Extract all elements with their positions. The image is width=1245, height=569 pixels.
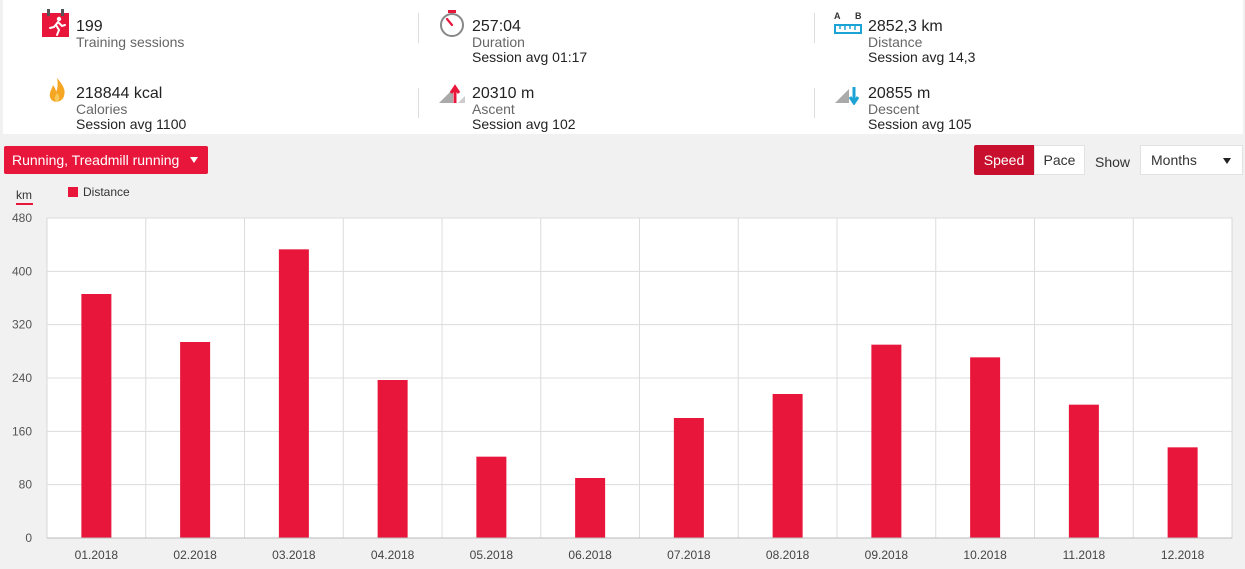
stat-value: 20855 m: [868, 85, 931, 102]
x-tick-label: 10.2018: [963, 548, 1007, 562]
bar-08.2018: [772, 394, 803, 538]
y-tick-label: 160: [12, 424, 32, 438]
descent-icon: [835, 87, 860, 105]
stat-value: 257:04: [472, 18, 521, 35]
bar-10.2018: [970, 357, 1001, 538]
stat-label: Training sessions: [76, 34, 185, 50]
pace-toggle[interactable]: Pace: [1034, 145, 1085, 175]
unit-underline: [16, 203, 33, 205]
caret-down-icon: [190, 157, 198, 163]
stats-panel: 199 Training sessions 257:04 Duration Se…: [3, 0, 1243, 134]
divider: [418, 88, 419, 118]
stat-value: 199: [76, 18, 103, 35]
stat-value: 20310 m: [472, 85, 535, 102]
y-tick-label: 320: [12, 318, 32, 332]
x-tick-label: 09.2018: [865, 548, 909, 562]
training-calendar-icon: [42, 9, 69, 37]
divider: [814, 88, 815, 118]
stat-avg: Session avg 14,3: [868, 49, 976, 65]
x-tick-label: 08.2018: [766, 548, 810, 562]
flame-icon: [49, 78, 65, 102]
bar-11.2018: [1068, 404, 1099, 538]
ruler-label-b: B: [855, 11, 862, 21]
distance-bar-chart: 0 80 160 240 320 400 480 01.2018 02.2018 03.2018 0…: [12, 211, 1233, 562]
stat-label: Ascent: [472, 101, 515, 117]
stat-label: Calories: [76, 101, 128, 117]
bar-04.2018: [377, 380, 408, 538]
stat-label: Distance: [868, 34, 923, 50]
sport-filter-label: Running, Treadmill running: [12, 152, 180, 168]
x-tick-label: 07.2018: [667, 548, 711, 562]
divider: [418, 13, 419, 43]
bar-03.2018: [278, 249, 309, 539]
y-tick-label: 80: [19, 478, 33, 492]
bar-05.2018: [476, 456, 507, 538]
legend-swatch: [68, 187, 78, 197]
bar-02.2018: [180, 342, 211, 538]
legend-label: Distance: [83, 185, 130, 199]
period-select-value: Months: [1151, 152, 1197, 168]
x-tick-label: 05.2018: [470, 548, 514, 562]
y-axis-unit: km: [16, 188, 32, 202]
distance-ruler-icon: A B: [834, 11, 862, 34]
bar-07.2018: [673, 418, 704, 538]
stat-avg: Session avg 102: [472, 116, 576, 132]
stopwatch-icon: [440, 10, 464, 37]
ruler-label-a: A: [834, 11, 841, 21]
y-tick-label: 480: [12, 211, 32, 225]
x-tick-label: 01.2018: [75, 548, 119, 562]
y-tick-label: 240: [12, 371, 32, 385]
y-tick-label: 400: [12, 264, 32, 278]
x-tick-label: 02.2018: [173, 548, 217, 562]
caret-down-icon: [1223, 158, 1231, 164]
x-tick-label: 04.2018: [371, 548, 415, 562]
x-tick-label: 06.2018: [568, 548, 612, 562]
x-tick-label: 11.2018: [1063, 548, 1106, 562]
sport-filter-dropdown[interactable]: Running, Treadmill running: [4, 146, 208, 174]
chart-legend: Distance: [68, 185, 130, 199]
stat-label: Duration: [472, 34, 525, 50]
x-tick-label: 03.2018: [272, 548, 316, 562]
show-label: Show: [1095, 154, 1131, 170]
stat-value: 218844 kcal: [76, 85, 163, 102]
bar-12.2018: [1167, 447, 1198, 538]
stat-avg: Session avg 1100: [76, 116, 187, 132]
y-tick-label: 0: [25, 531, 32, 545]
speed-toggle[interactable]: Speed: [974, 145, 1034, 175]
x-tick-label: 12.2018: [1161, 548, 1205, 562]
stat-label: Descent: [868, 101, 920, 117]
bar-09.2018: [871, 344, 902, 538]
bar-01.2018: [81, 294, 112, 538]
stat-value: 2852,3 km: [868, 18, 943, 35]
stat-avg: Session avg 01:17: [472, 49, 588, 65]
ascent-icon: [439, 84, 465, 103]
period-select[interactable]: Months: [1140, 145, 1243, 175]
stat-avg: Session avg 105: [868, 116, 972, 132]
bar-06.2018: [575, 478, 606, 538]
divider: [814, 13, 815, 43]
